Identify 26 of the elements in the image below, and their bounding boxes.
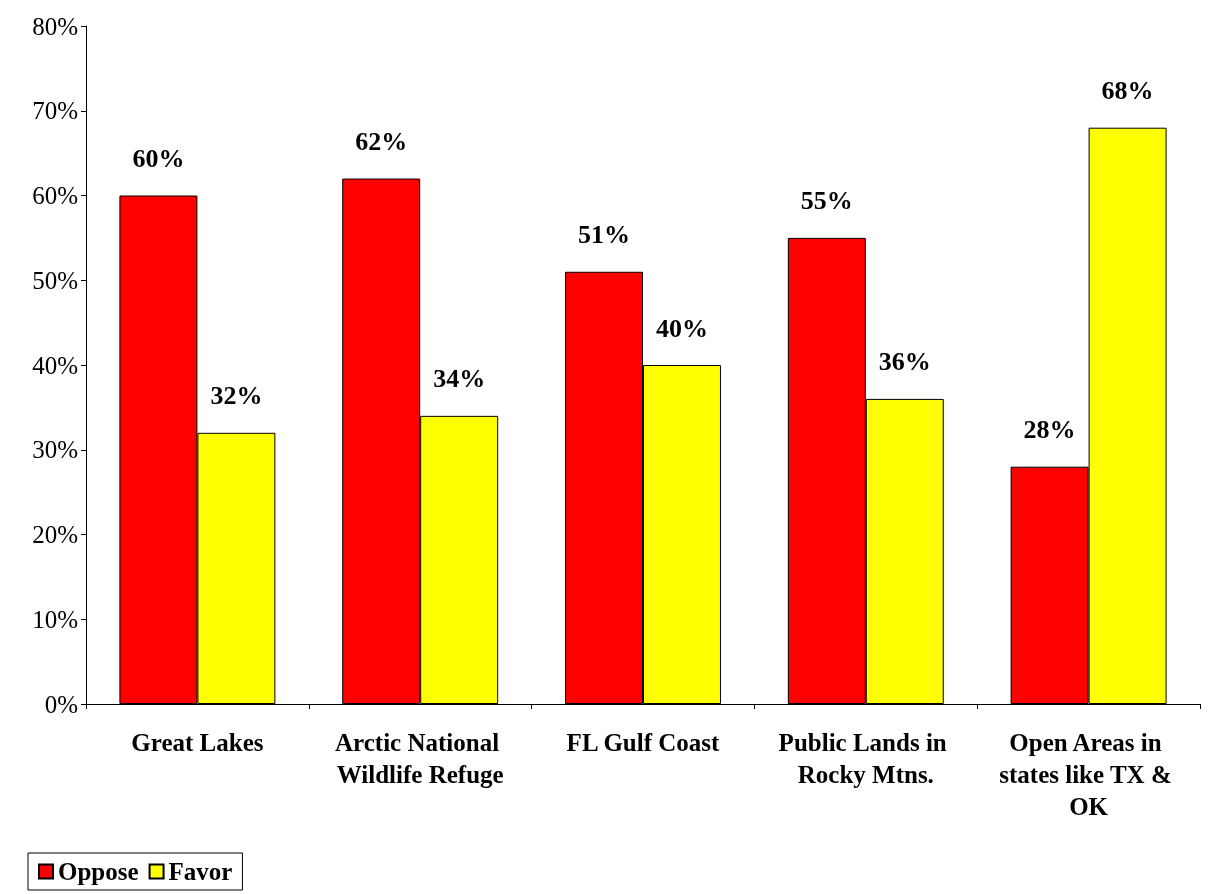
data-label: 51% <box>578 220 631 250</box>
x-tick-label: Great Lakes <box>131 728 264 756</box>
x-tick-label: Open Areas in states like TX & OK <box>999 728 1178 820</box>
data-label: 34% <box>433 364 486 394</box>
y-tick-label: 20% <box>32 521 78 548</box>
y-tick-label: 10% <box>32 605 78 633</box>
data-label: 55% <box>800 186 853 216</box>
legend-label: Oppose <box>58 858 139 885</box>
data-label: 68% <box>1101 76 1154 106</box>
x-tick-label: FL Gulf Coast <box>566 728 721 756</box>
x-tick-label: Public Lands in Rocky Mtns. <box>778 728 953 788</box>
y-tick-label: 70% <box>32 97 78 125</box>
y-tick-label: 50% <box>32 266 78 294</box>
y-tick-label: 0% <box>44 690 78 718</box>
x-tick-label: Arctic National Wildlife Refuge <box>335 728 506 788</box>
data-label: 36% <box>878 347 931 377</box>
data-label: 40% <box>655 313 708 343</box>
legend-label: Favor <box>168 858 233 885</box>
y-tick-label: 30% <box>32 436 78 464</box>
data-label: 62% <box>355 127 408 157</box>
data-label: 28% <box>1023 415 1076 445</box>
y-tick-label: 80% <box>32 12 78 40</box>
data-label: 32% <box>210 381 263 411</box>
data-label: 60% <box>132 144 185 173</box>
y-tick-label: 40% <box>32 351 78 379</box>
y-tick-label: 60% <box>32 182 78 209</box>
